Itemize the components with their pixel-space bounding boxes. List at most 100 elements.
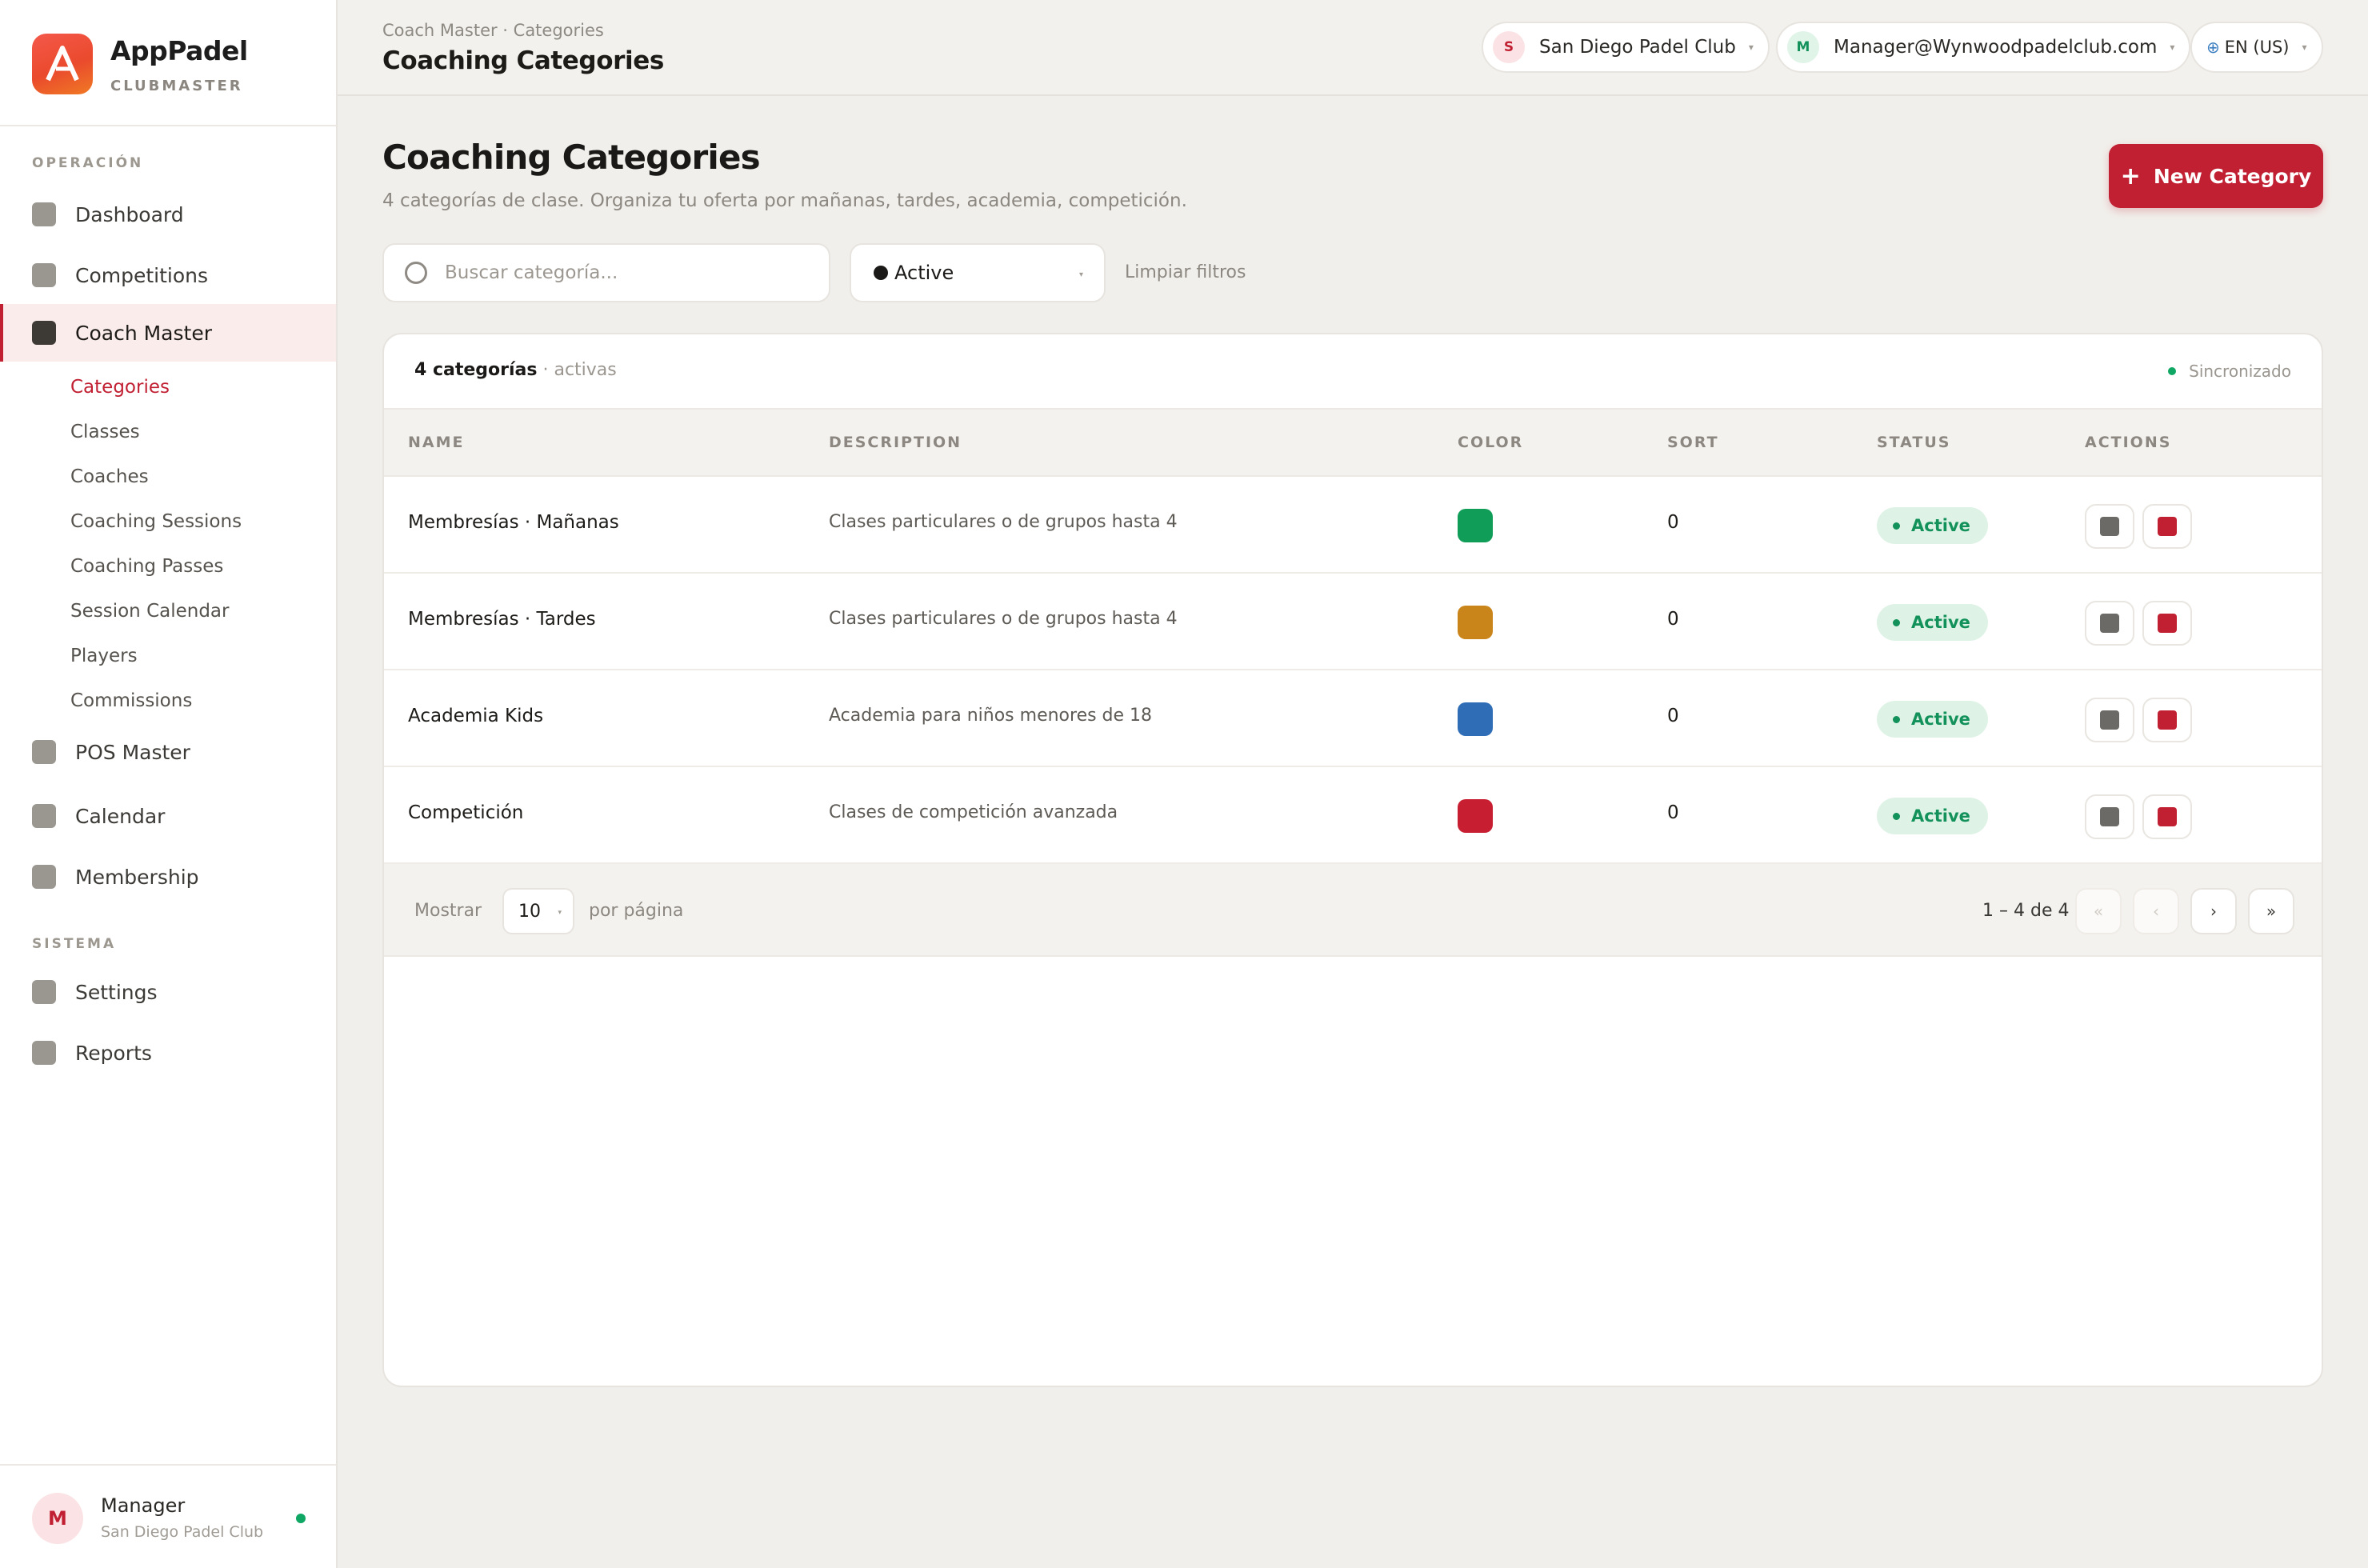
delete-button[interactable] [2142, 794, 2192, 839]
column-header-sort[interactable]: SORT [1667, 434, 1719, 451]
language-selector[interactable]: ⊕ EN (US) ▾ [2190, 22, 2323, 73]
page-subtitle: 4 categorías de clase. Organiza tu ofert… [382, 190, 1187, 211]
show-label: Mostrar [414, 901, 482, 921]
edit-button[interactable] [2085, 794, 2134, 839]
row-description: Clases particulares o de grupos hasta 4 [829, 609, 1178, 629]
table-row[interactable]: Membresías · Mañanas Clases particulares… [384, 477, 2322, 574]
per-page-label: por página [589, 901, 684, 921]
user-initial-icon: M [1787, 31, 1819, 63]
sidebar-item-label: Coach Master [75, 321, 212, 345]
sidebar-subitem-coaching-sessions[interactable]: Coaching Sessions [70, 511, 242, 532]
sidebar-item-settings[interactable]: Settings [0, 963, 336, 1021]
sync-dot-icon [2168, 367, 2177, 375]
sidebar-subitem-players[interactable]: Players [70, 646, 138, 666]
delete-button[interactable] [2142, 504, 2192, 549]
sidebar-item-competitions[interactable]: Competitions [0, 246, 336, 304]
sidebar-item-pos-master[interactable]: POS Master [0, 723, 336, 781]
globe-icon: ⊕ [2206, 38, 2220, 57]
pagination-bar: Mostrar 10 ▾ por página 1 – 4 de 4 « ‹ ›… [384, 864, 2322, 957]
edit-button[interactable] [2085, 504, 2134, 549]
gear-icon [32, 980, 56, 1004]
row-color-swatch [1458, 606, 1493, 639]
breadcrumb[interactable]: Coach Master · Categories [382, 21, 604, 40]
app-logo-icon[interactable] [32, 34, 93, 94]
sidebar-subitem-classes[interactable]: Classes [70, 422, 140, 442]
dashboard-icon [32, 202, 56, 226]
sidebar-item-label: Calendar [75, 804, 166, 828]
status-badge-label: Active [1911, 516, 1970, 535]
sidebar-item-membership[interactable]: Membership [0, 848, 336, 906]
status-filter-value: Active [894, 262, 954, 284]
status-dot-icon [1893, 618, 1900, 626]
sidebar-item-label: POS Master [75, 740, 190, 764]
sidebar-subitem-commissions[interactable]: Commissions [70, 690, 193, 711]
new-category-label: New Category [2153, 164, 2312, 188]
user-name: Manager [101, 1494, 186, 1517]
category-count: 4 categorías · activas [414, 360, 617, 380]
register-icon [32, 740, 56, 764]
prev-page-button[interactable]: ‹ [2133, 888, 2179, 934]
sidebar-subitem-session-calendar[interactable]: Session Calendar [70, 601, 230, 622]
status-badge-label: Active [1911, 710, 1970, 729]
sidebar-subitem-coaching-passes[interactable]: Coaching Passes [70, 556, 224, 577]
status-badge-label: Active [1911, 806, 1970, 826]
brand-header: AppPadel CLUBMASTER [0, 0, 336, 126]
search-input[interactable]: Buscar categoría... [382, 243, 830, 302]
sidebar-subitem-coaches[interactable]: Coaches [70, 466, 149, 487]
table-row[interactable]: Membresías · Tardes Clases particulares … [384, 574, 2322, 670]
last-page-button[interactable]: » [2248, 888, 2294, 934]
status-filter-select[interactable]: Active ▾ [850, 243, 1106, 302]
status-dot-icon [1893, 812, 1900, 820]
user-selector[interactable]: M Manager@Wynwoodpadelclub.com ▾ [1776, 22, 2191, 73]
calendar-icon [32, 804, 56, 828]
edit-button[interactable] [2085, 601, 2134, 646]
column-header-description[interactable]: DESCRIPTION [829, 434, 962, 451]
page-title: Coaching Categories [382, 138, 761, 177]
user-footer[interactable]: M Manager San Diego Padel Club [0, 1464, 336, 1568]
table-header: NAME DESCRIPTION COLOR SORT STATUS ACTIO… [384, 410, 2322, 477]
delete-button[interactable] [2142, 601, 2192, 646]
sidebar-item-dashboard[interactable]: Dashboard [0, 186, 336, 243]
status-dot-icon [1893, 522, 1900, 530]
edit-icon [2100, 710, 2119, 730]
row-color-swatch [1458, 702, 1493, 736]
sidebar-item-reports[interactable]: Reports [0, 1024, 336, 1082]
chevron-down-icon: ▾ [2302, 42, 2307, 53]
sidebar-item-label: Reports [75, 1041, 152, 1065]
row-sort: 0 [1667, 609, 1679, 630]
edit-button[interactable] [2085, 698, 2134, 742]
column-header-name[interactable]: NAME [408, 434, 465, 451]
column-header-status[interactable]: STATUS [1877, 434, 1951, 451]
clear-filters-link[interactable]: Limpiar filtros [1125, 262, 1246, 282]
sidebar: AppPadel CLUBMASTER OPERACIÓN Dashboard … [0, 0, 338, 1568]
column-header-color[interactable]: COLOR [1458, 434, 1524, 451]
table-card-header: 4 categorías · activas Sincronizado [384, 334, 2322, 410]
per-page-select[interactable]: 10 ▾ [502, 888, 574, 934]
new-category-button[interactable]: + New Category [2109, 144, 2323, 208]
per-page-value: 10 [518, 901, 541, 922]
club-selector[interactable]: S San Diego Padel Club ▾ [1482, 22, 1770, 73]
edit-icon [2100, 807, 2119, 826]
table-row[interactable]: Competición Clases de competición avanza… [384, 767, 2322, 864]
row-description: Academia para niños menores de 18 [829, 706, 1153, 726]
delete-button[interactable] [2142, 698, 2192, 742]
delete-icon [2158, 710, 2177, 730]
search-placeholder: Buscar categoría... [445, 262, 618, 283]
sidebar-item-calendar[interactable]: Calendar [0, 787, 336, 845]
category-count-bold: 4 categorías [414, 360, 538, 380]
next-page-button[interactable]: › [2190, 888, 2237, 934]
sidebar-item-label: Competitions [75, 263, 209, 287]
first-page-button[interactable]: « [2075, 888, 2122, 934]
sidebar-item-label: Dashboard [75, 202, 184, 226]
sidebar-item-coach-master[interactable]: Coach Master [0, 304, 336, 362]
status-badge-label: Active [1911, 613, 1970, 632]
whistle-icon [32, 321, 56, 345]
row-sort: 0 [1667, 802, 1679, 823]
sync-label: Sincronizado [2189, 362, 2291, 381]
chevron-down-icon: ▾ [1748, 42, 1754, 53]
avatar[interactable]: M [32, 1493, 83, 1544]
row-name: Membresías · Mañanas [408, 512, 619, 533]
sidebar-item-label: Membership [75, 865, 199, 889]
sidebar-subitem-categories[interactable]: Categories [70, 377, 170, 398]
table-row[interactable]: Academia Kids Academia para niños menore… [384, 670, 2322, 767]
